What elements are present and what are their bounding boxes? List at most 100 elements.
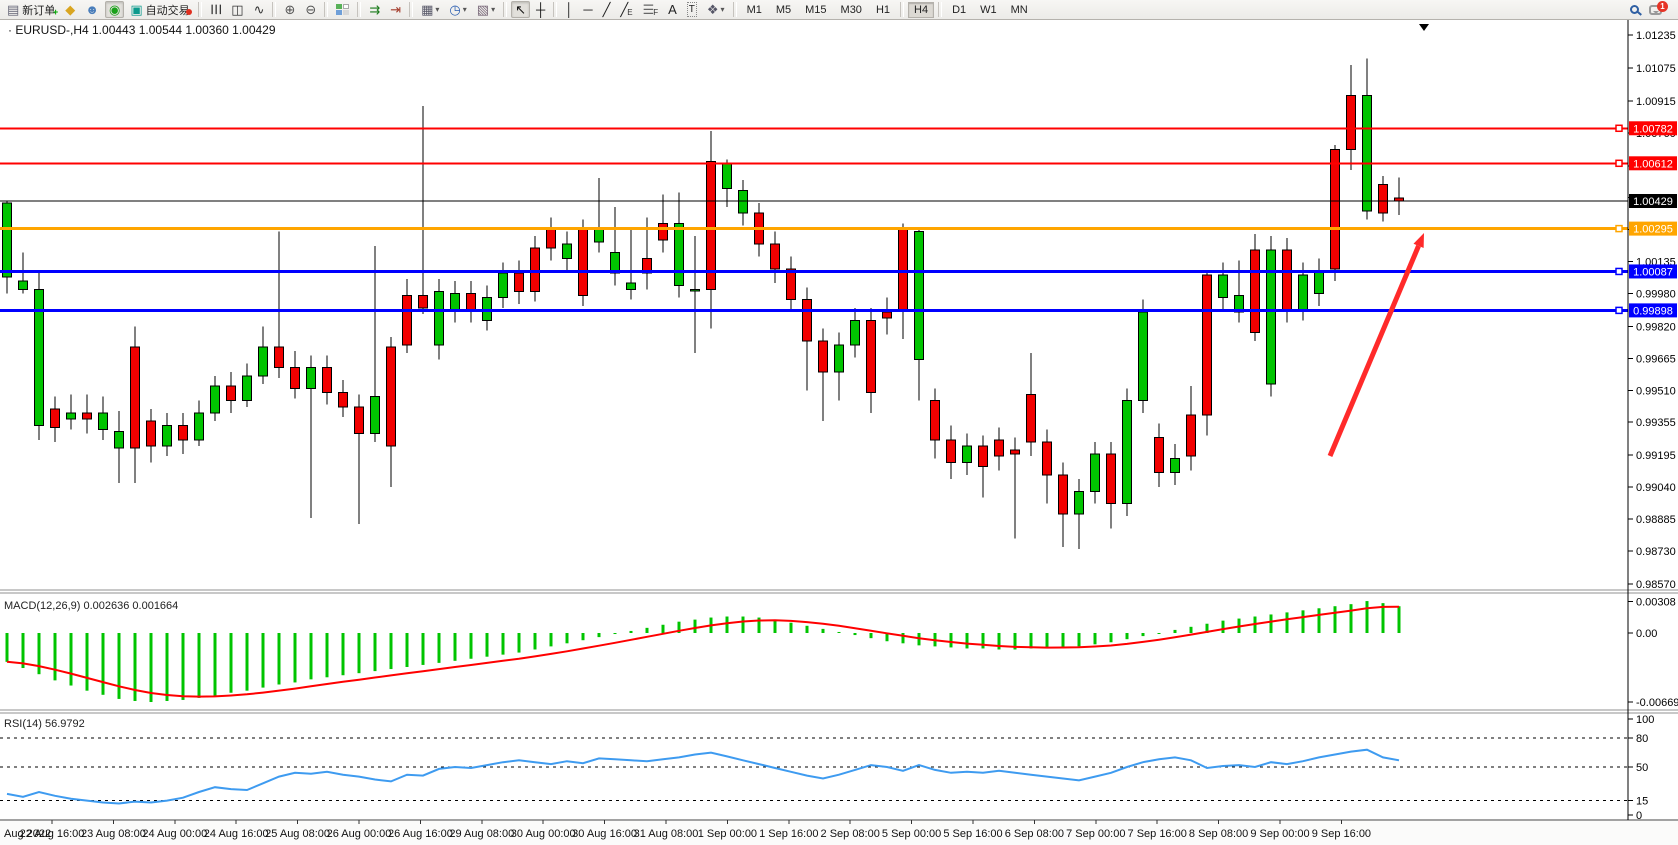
- trend-arrow[interactable]: [1327, 244, 1421, 457]
- candle-body: [722, 163, 732, 189]
- trendline-icon: ╱: [602, 2, 611, 17]
- line-chart-icon[interactable]: ∿: [250, 1, 269, 18]
- tf-m5[interactable]: M5: [775, 3, 792, 16]
- candle-body: [114, 431, 124, 449]
- macd-histogram-bar: [773, 619, 777, 633]
- candle-body: [882, 311, 892, 319]
- macd-histogram-bar: [501, 633, 505, 655]
- candle-body: [1074, 490, 1084, 515]
- periods-icon[interactable]: ◷ ▾: [445, 1, 470, 18]
- arrows-icon[interactable]: ❖ ▾: [703, 1, 729, 18]
- text-label-icon[interactable]: T: [683, 1, 701, 18]
- tf-mn[interactable]: MN: [1010, 3, 1028, 16]
- macd-histogram-bar: [149, 633, 153, 703]
- price-badge-label: 1.00295: [1633, 224, 1673, 236]
- chevron-down-icon: ▾: [720, 5, 725, 14]
- crosshair-icon[interactable]: ┼: [532, 1, 549, 18]
- level-line-handle[interactable]: [1615, 267, 1623, 276]
- candle-body: [258, 346, 268, 377]
- periods-icon: ◷: [449, 2, 461, 17]
- horizontal-line-icon[interactable]: ─: [579, 1, 596, 18]
- level-line-handle[interactable]: [1615, 124, 1623, 133]
- signals-icon[interactable]: ◉: [104, 1, 125, 18]
- level-line-handle[interactable]: [1615, 224, 1623, 233]
- rsi-axis-label: 80: [1636, 733, 1648, 745]
- channel-icon[interactable]: ╱ E: [620, 2, 633, 17]
- trendline-icon[interactable]: ╱: [599, 1, 615, 18]
- autotrading-button: ▣: [130, 2, 143, 17]
- level-line-handle[interactable]: [1615, 306, 1623, 315]
- price-badge: [1629, 121, 1677, 136]
- new-chart-icon[interactable]: ▦ ▾: [417, 1, 443, 18]
- macd-histogram-bar: [133, 633, 137, 701]
- zoom-out-icon[interactable]: ⊖: [301, 1, 320, 18]
- search-icon[interactable]: [1630, 5, 1639, 14]
- chart-area[interactable]: 1.012351.010751.009151.007601.006001.004…: [0, 20, 1678, 845]
- fibonacci-icon: ☰: [642, 2, 655, 17]
- candlestick-chart-icon[interactable]: ◫: [227, 1, 247, 18]
- date-label: 26 Aug 16:00: [388, 828, 453, 840]
- vertical-line-icon[interactable]: │: [561, 1, 577, 18]
- zoom-in-icon[interactable]: ⊕: [280, 1, 299, 18]
- candle-body: [1138, 311, 1148, 402]
- chevron-down-icon: ▾: [435, 5, 440, 14]
- price-badge: [1629, 156, 1677, 171]
- candle-body: [498, 272, 508, 299]
- tf-h4[interactable]: H4: [908, 1, 935, 18]
- candle-body: [434, 290, 444, 346]
- toolbar-separator: [197, 2, 202, 17]
- macd-histogram-bar: [69, 633, 73, 686]
- toolbar: ▤ + 新订单 ◆ ☻ ◉ ▣ 自动交易 ☰ ◫ ∿ ⊕ ⊖ ⇉ ⇥ ▦ ▾ ◷ ▾ ▧ ▾ ↖ ┼ │ ─ ╱ ╱ E ☰ F A T ❖ ▾ M…: [0, 0, 1678, 20]
- macd-histogram-bar: [1269, 614, 1273, 633]
- tf-h1[interactable]: H1: [875, 3, 890, 16]
- macd-histogram-bar: [1221, 620, 1225, 633]
- fibonacci-icon[interactable]: ☰ F: [642, 2, 659, 17]
- macd-histogram-bar: [1301, 610, 1305, 633]
- price-badge-label: 1.00087: [1633, 266, 1673, 278]
- price-axis-label: 1.00915: [1636, 96, 1676, 108]
- chart-shift-marker: [1419, 24, 1429, 31]
- toolbar-separator: [357, 2, 362, 17]
- level-line-handle[interactable]: [1615, 159, 1623, 168]
- macd-histogram-bar: [229, 633, 233, 693]
- toolbar-separator: [553, 2, 558, 17]
- price-axis-label: 0.99040: [1636, 482, 1676, 494]
- bar-chart-icon[interactable]: ☰: [206, 1, 226, 18]
- candle-body: [930, 400, 940, 441]
- candle-body: [1090, 453, 1100, 492]
- macd-histogram-bar: [21, 633, 25, 669]
- tile-windows-icon[interactable]: [332, 1, 353, 18]
- tf-m15[interactable]: M15: [805, 3, 827, 16]
- text-icon[interactable]: A: [664, 1, 681, 18]
- price-badge-label: 1.00429: [1633, 196, 1673, 208]
- candle-body: [1010, 449, 1020, 455]
- editor-icon[interactable]: ◆: [61, 1, 79, 18]
- candle-body: [290, 367, 300, 389]
- autotrading-button[interactable]: ▣ 自动交易: [126, 1, 193, 18]
- templates-icon[interactable]: ▧ ▾: [473, 1, 499, 18]
- macd-histogram-bar: [1349, 604, 1353, 633]
- tf-m30[interactable]: M30: [840, 3, 862, 16]
- tf-d1[interactable]: D1: [952, 3, 967, 16]
- chat-icon[interactable]: 1: [1649, 0, 1668, 15]
- macd-histogram-bar: [1045, 633, 1049, 649]
- auto-scroll-icon[interactable]: ⇉: [365, 1, 384, 18]
- candle-body: [946, 439, 956, 463]
- price-axis-label: 0.99355: [1636, 417, 1676, 429]
- macd-signal-line: [6, 605, 1400, 698]
- new-order-button[interactable]: ▤ + 新订单: [3, 1, 59, 18]
- cursor-icon[interactable]: ↖: [511, 1, 530, 18]
- macd-histogram-bar: [405, 633, 409, 667]
- price-axis-label: 1.01075: [1636, 63, 1676, 75]
- macd-histogram-bar: [1125, 633, 1129, 640]
- date-label: 6 Sep 08:00: [1005, 828, 1064, 840]
- chart-shift-icon[interactable]: ⇥: [386, 1, 405, 18]
- tf-m1[interactable]: M1: [746, 3, 762, 16]
- candle-body: [450, 292, 460, 311]
- candle-body: [18, 280, 28, 290]
- macd-histogram-bar: [1109, 633, 1113, 643]
- candle-body: [1170, 457, 1180, 474]
- account-icon[interactable]: ☻: [81, 1, 103, 18]
- tf-w1[interactable]: W1: [980, 3, 997, 16]
- candle-body: [98, 412, 108, 430]
